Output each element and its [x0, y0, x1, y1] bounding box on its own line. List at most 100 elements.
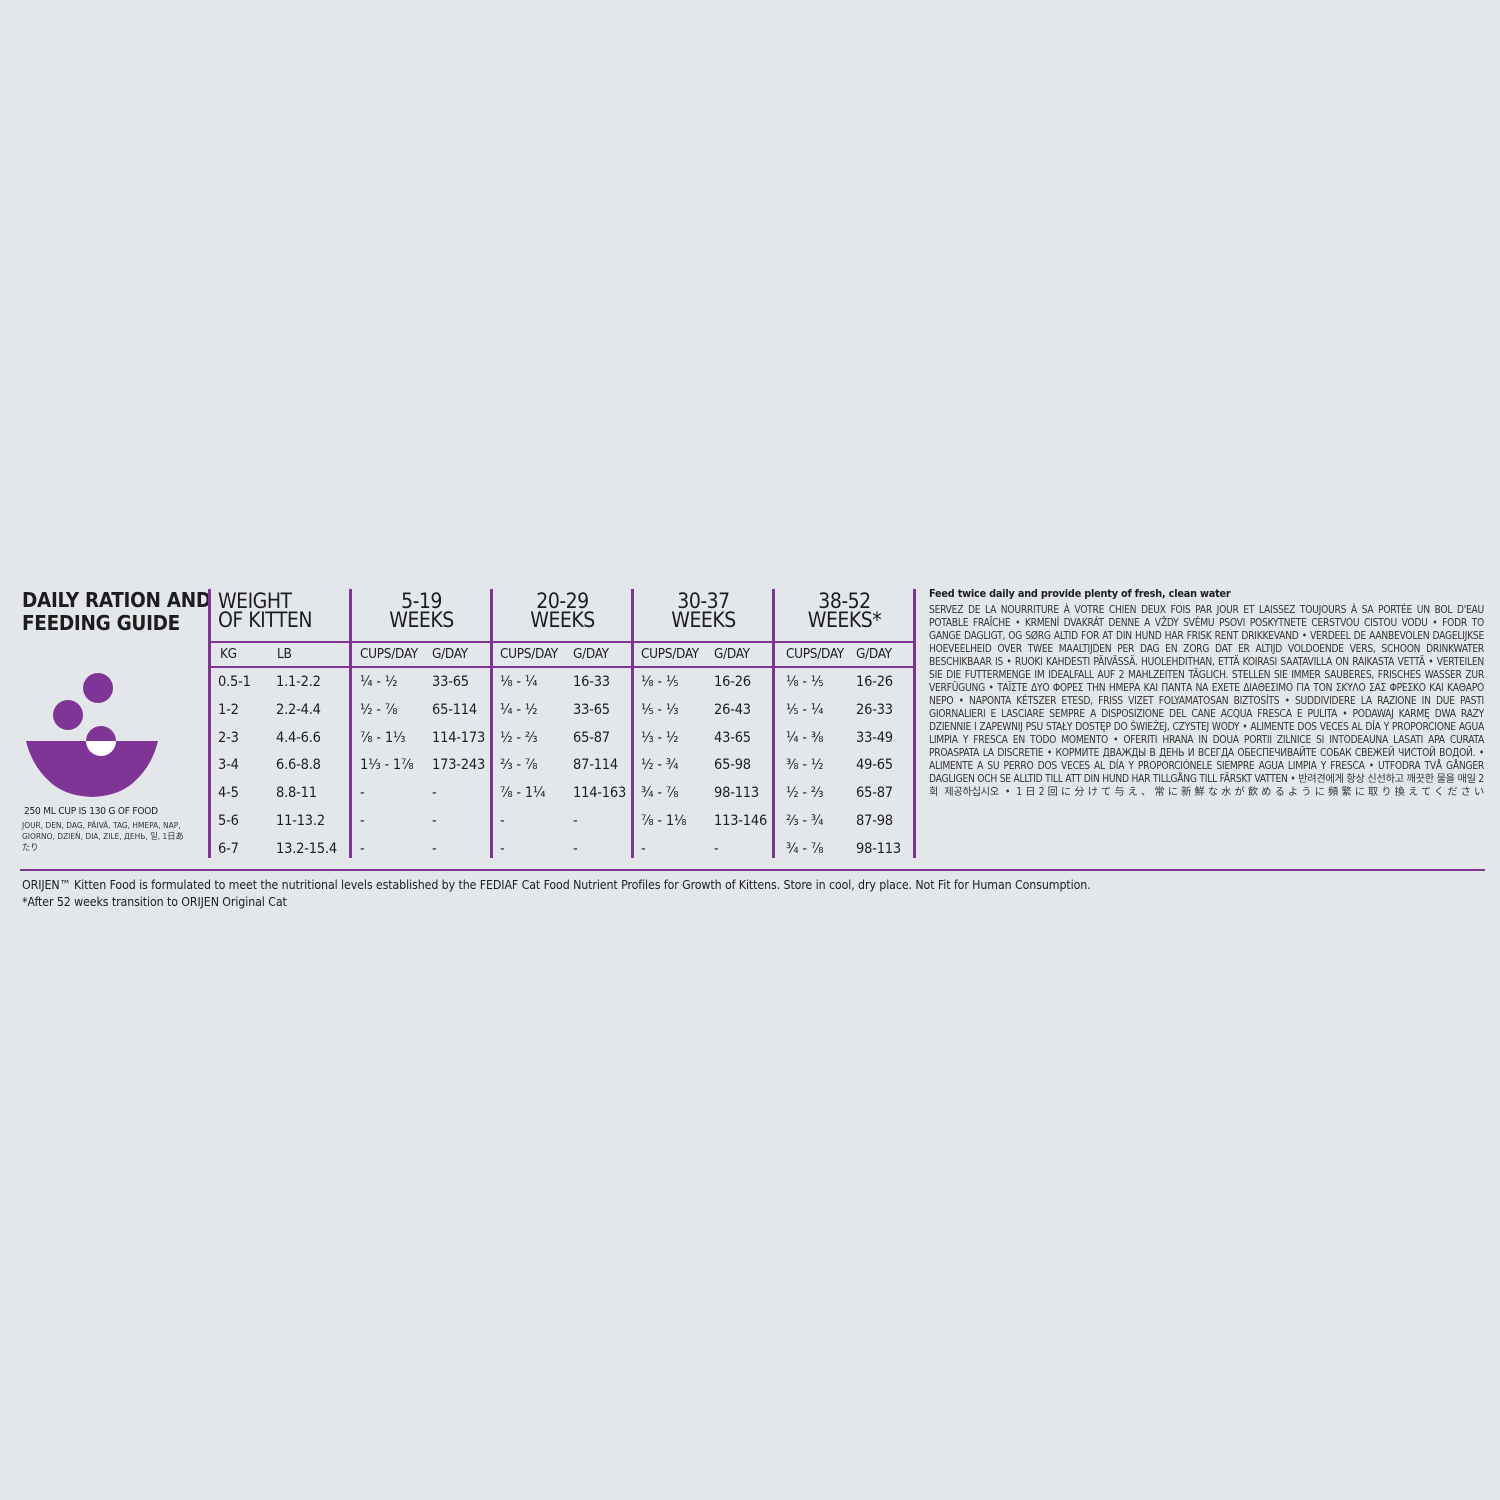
age-group-header: 20-29 WEEKS: [492, 589, 633, 632]
grams-cell: 98-113: [714, 785, 759, 802]
grams-cell: 16-33: [573, 674, 610, 690]
age-group-range: 5-19: [401, 589, 442, 613]
cups-cell: ⅓ - ½: [641, 729, 679, 746]
cups-cell: 1⅓ - 1⅞: [360, 757, 414, 774]
grams-cell: 49-65: [856, 757, 893, 774]
cups-cell: ⅕ - ¼: [786, 701, 824, 718]
grams-cell: 114-173: [432, 729, 486, 746]
age-group-range: 20-29: [536, 589, 589, 613]
grams-per-day-label: G/DAY: [856, 646, 892, 662]
table-divider: [772, 589, 775, 858]
grams-cell: 98-113: [856, 840, 901, 857]
cups-cell: -: [360, 785, 365, 802]
cups-cell: ½ - ⅞: [360, 701, 398, 718]
grams-cell: -: [432, 840, 437, 857]
weight-kg-cell: 3-4: [218, 757, 239, 774]
age-group-unit: WEEKS: [671, 608, 736, 632]
grams-cell: 33-65: [432, 674, 469, 690]
age-group-unit: WEEKS: [389, 608, 454, 632]
weight-lb-cell: 2.2-4.4: [276, 701, 321, 718]
grams-cell: 65-87: [573, 729, 610, 746]
age-group-header: 30-37 WEEKS: [633, 589, 774, 632]
weight-kg-cell: 6-7: [218, 840, 239, 857]
cups-per-day-label: CUPS/DAY: [786, 646, 844, 662]
grams-cell: 16-26: [856, 674, 893, 690]
cups-cell: -: [500, 813, 505, 829]
cups-cell: ⅛ - ⅕: [786, 674, 824, 690]
cups-cell: ⅕ - ⅓: [641, 701, 679, 718]
grams-cell: -: [573, 813, 578, 829]
guide-title-line-1: DAILY RATION AND: [22, 588, 211, 612]
cups-cell: -: [500, 840, 505, 857]
table-divider: [631, 589, 634, 858]
grams-cell: 87-98: [856, 813, 893, 829]
table-divider: [349, 589, 352, 858]
cups-cell: ⅞ - 1¼: [500, 785, 546, 802]
grams-cell: 114-163: [573, 785, 627, 802]
grams-cell: 26-33: [856, 701, 893, 718]
weight-lb-cell: 6.6-8.8: [276, 757, 321, 774]
cups-cell: -: [641, 840, 646, 857]
table-divider: [208, 589, 211, 858]
age-group-header: 5-19 WEEKS: [351, 589, 492, 632]
instructions-translations: SERVEZ DE LA NOURRITURE À VOTRE CHIEN DE…: [929, 605, 1484, 798]
weight-kg-cell: 1-2: [218, 701, 239, 718]
weight-lb-cell: 4.4-6.6: [276, 729, 321, 746]
age-group-header: 38-52 WEEKS*: [774, 589, 915, 632]
cups-cell: ⅔ - ¾: [786, 813, 824, 829]
grams-cell: 33-65: [573, 701, 610, 718]
cups-cell: ¼ - ½: [360, 674, 398, 690]
grams-cell: 65-98: [714, 757, 751, 774]
cups-per-day-label: CUPS/DAY: [500, 646, 558, 662]
subheader-divider: [208, 666, 916, 668]
bowl-with-food-icon: [26, 673, 158, 797]
grams-cell: 173-243: [432, 757, 486, 774]
cups-cell: ⅜ - ½: [786, 757, 824, 774]
footer-note: *After 52 weeks transition to ORIJEN Ori…: [22, 895, 287, 909]
age-group-unit: WEEKS*: [807, 608, 882, 632]
cups-cell: ½ - ¾: [641, 757, 679, 774]
grams-cell: 43-65: [714, 729, 751, 746]
age-group-range: 30-37: [677, 589, 730, 613]
weight-header: WEIGHT OF KITTEN: [218, 589, 312, 632]
cups-cell: ¾ - ⅞: [786, 840, 824, 857]
grams-cell: 16-26: [714, 674, 751, 690]
age-group-range: 38-52: [818, 589, 871, 613]
grams-per-day-label: G/DAY: [714, 646, 750, 662]
cups-per-day-label: CUPS/DAY: [641, 646, 699, 662]
grams-cell: 113-146: [714, 813, 768, 829]
grams-cell: 65-114: [432, 701, 477, 718]
cups-cell: ⅛ - ¼: [500, 674, 538, 690]
grams-cell: -: [432, 813, 437, 829]
kg-label: KG: [220, 646, 237, 662]
age-group-unit: WEEKS: [530, 608, 595, 632]
weight-kg-cell: 2-3: [218, 729, 239, 746]
weight-header-line-1: WEIGHT: [218, 589, 292, 613]
grams-cell: -: [573, 840, 578, 857]
cups-cell: ½ - ⅔: [500, 729, 538, 746]
grams-cell: -: [432, 785, 437, 802]
weight-header-line-2: OF KITTEN: [218, 608, 312, 632]
grams-per-day-label: G/DAY: [432, 646, 468, 662]
cups-cell: ⅛ - ⅕: [641, 674, 679, 690]
day-translations: JOUR, DEN, DAG, PÄIVÄ, TAG, HMEPA, NAP, …: [22, 820, 184, 852]
weight-kg-cell: 4-5: [218, 785, 239, 802]
guide-title-line-2: FEEDING GUIDE: [22, 611, 180, 635]
guide-title: DAILY RATION AND FEEDING GUIDE: [22, 589, 211, 635]
header-divider: [208, 641, 916, 643]
cups-cell: ⅞ - 1⅛: [641, 813, 687, 829]
cups-cell: -: [360, 840, 365, 857]
cups-cell: ¾ - ⅞: [641, 785, 679, 802]
cup-size-note: 250 ML CUP IS 130 G OF FOOD: [24, 806, 158, 817]
cups-cell: ⅔ - ⅞: [500, 757, 538, 774]
instructions-title: Feed twice daily and provide plenty of f…: [929, 587, 1231, 600]
cups-cell: ¼ - ½: [500, 701, 538, 718]
weight-kg-cell: 5-6: [218, 813, 239, 829]
cups-cell: ½ - ⅔: [786, 785, 824, 802]
table-divider: [913, 589, 916, 858]
grams-cell: 33-49: [856, 729, 893, 746]
weight-lb-cell: 1.1-2.2: [276, 674, 321, 690]
lb-label: LB: [277, 646, 292, 662]
grams-cell: 26-43: [714, 701, 751, 718]
cups-cell: -: [360, 813, 365, 829]
